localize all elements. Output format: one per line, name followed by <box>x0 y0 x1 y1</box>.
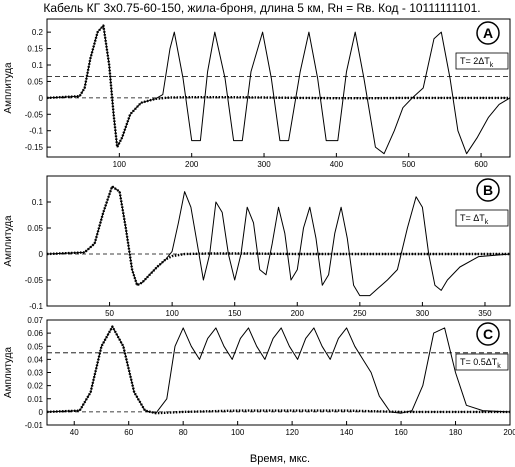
x-tick-label: 60 <box>124 428 133 437</box>
annotation-text: T= 2ΔTk <box>460 56 494 69</box>
y-tick-label: -0.1 <box>29 302 43 311</box>
y-tick-label: 0.1 <box>32 61 44 70</box>
x-tick-label: 100 <box>231 428 245 437</box>
y-tick-label: -0.1 <box>29 127 43 136</box>
y-tick-label: -0.01 <box>25 421 44 430</box>
x-tick-label: 500 <box>402 160 416 169</box>
figure-title: Кабель КГ 3x0.75-60-150, жила-броня, дли… <box>43 1 480 15</box>
plot-frame <box>46 319 511 426</box>
annotation-text: T= ΔTk <box>460 213 489 226</box>
x-tick-label: 350 <box>478 309 492 318</box>
x-tick-label: 180 <box>449 428 463 437</box>
panel-label: B <box>483 182 493 198</box>
panel-label-circle <box>476 21 500 45</box>
y-tick-label: -0.05 <box>25 276 44 285</box>
x-tick-label: 300 <box>257 160 271 169</box>
x-tick-label: 50 <box>105 309 114 318</box>
series-dotted <box>47 185 510 287</box>
x-tick-label: 100 <box>113 160 127 169</box>
x-tick-label: 600 <box>474 160 488 169</box>
y-tick-label: 0.05 <box>27 224 43 233</box>
y-tick-label: 0.02 <box>27 382 43 391</box>
y-tick-label: 0.05 <box>27 342 43 351</box>
x-tick-label: 200 <box>503 428 515 437</box>
annotation-text: T= 0.5ΔTk <box>460 357 501 370</box>
x-axis-label: Время, мкс. <box>250 453 310 465</box>
annotation-box <box>455 353 509 371</box>
series-solid <box>47 25 510 155</box>
y-tick-label: 0.07 <box>27 316 43 325</box>
plot-frame <box>46 18 511 158</box>
annotation-box <box>455 209 509 227</box>
panel-c: 40 60 80 100 120 140 160 180 200 -0.01 0 0.01 0.02 0.… <box>3 316 515 437</box>
y-tick-label: 0.03 <box>27 369 43 378</box>
x-tick-label: 160 <box>394 428 408 437</box>
x-tick-label: 100 <box>165 309 179 318</box>
series-solid <box>47 326 510 414</box>
y-axis-label: Амплитуда <box>3 346 14 398</box>
series-dotted <box>47 325 510 415</box>
x-tick-label: 300 <box>416 309 430 318</box>
series-solid <box>47 185 510 297</box>
y-tick-label: 0.1 <box>32 198 44 207</box>
y-tick-label: 0.04 <box>27 355 43 364</box>
y-tick-label: 0 <box>39 408 44 417</box>
y-tick-label: 0.15 <box>27 45 43 54</box>
x-tick-label: 140 <box>340 428 354 437</box>
panel-label-circle <box>476 178 500 202</box>
y-axis-label: Амплитуда <box>3 215 14 267</box>
plot-frame <box>46 175 511 307</box>
panel-label-circle <box>476 322 500 346</box>
y-tick-label: 0.05 <box>27 77 43 86</box>
x-tick-label: 120 <box>285 428 299 437</box>
series-dotted <box>47 24 510 149</box>
x-tick-label: 200 <box>185 160 199 169</box>
x-tick-label: 400 <box>330 160 344 169</box>
y-tick-label: 0.01 <box>27 395 43 404</box>
panel-label: A <box>483 25 493 41</box>
y-tick-label: 0.06 <box>27 329 43 338</box>
y-tick-label: -0.05 <box>25 110 44 119</box>
y-tick-label: -0.15 <box>25 143 44 152</box>
x-tick-label: 80 <box>179 428 188 437</box>
y-tick-label: 0.2 <box>32 28 44 37</box>
y-axis-label: Амплитуда <box>3 62 14 114</box>
panel-label: C <box>483 326 493 342</box>
x-tick-label: 150 <box>228 309 242 318</box>
x-tick-label: 200 <box>291 309 305 318</box>
y-tick-label: 0 <box>39 94 44 103</box>
y-tick-label: 0 <box>39 250 44 259</box>
x-tick-label: 40 <box>70 428 79 437</box>
x-tick-label: 250 <box>353 309 367 318</box>
panel-b: 50 100 150 200 250 300 350 -0.1 -0.05 0 0.05 0.1 Амп… <box>3 175 511 318</box>
panel-a: 100 200 300 400 500 600 -0.15 -0.1 -0.05 0 0.05 0.1… <box>3 18 511 169</box>
annotation-box <box>455 52 509 70</box>
